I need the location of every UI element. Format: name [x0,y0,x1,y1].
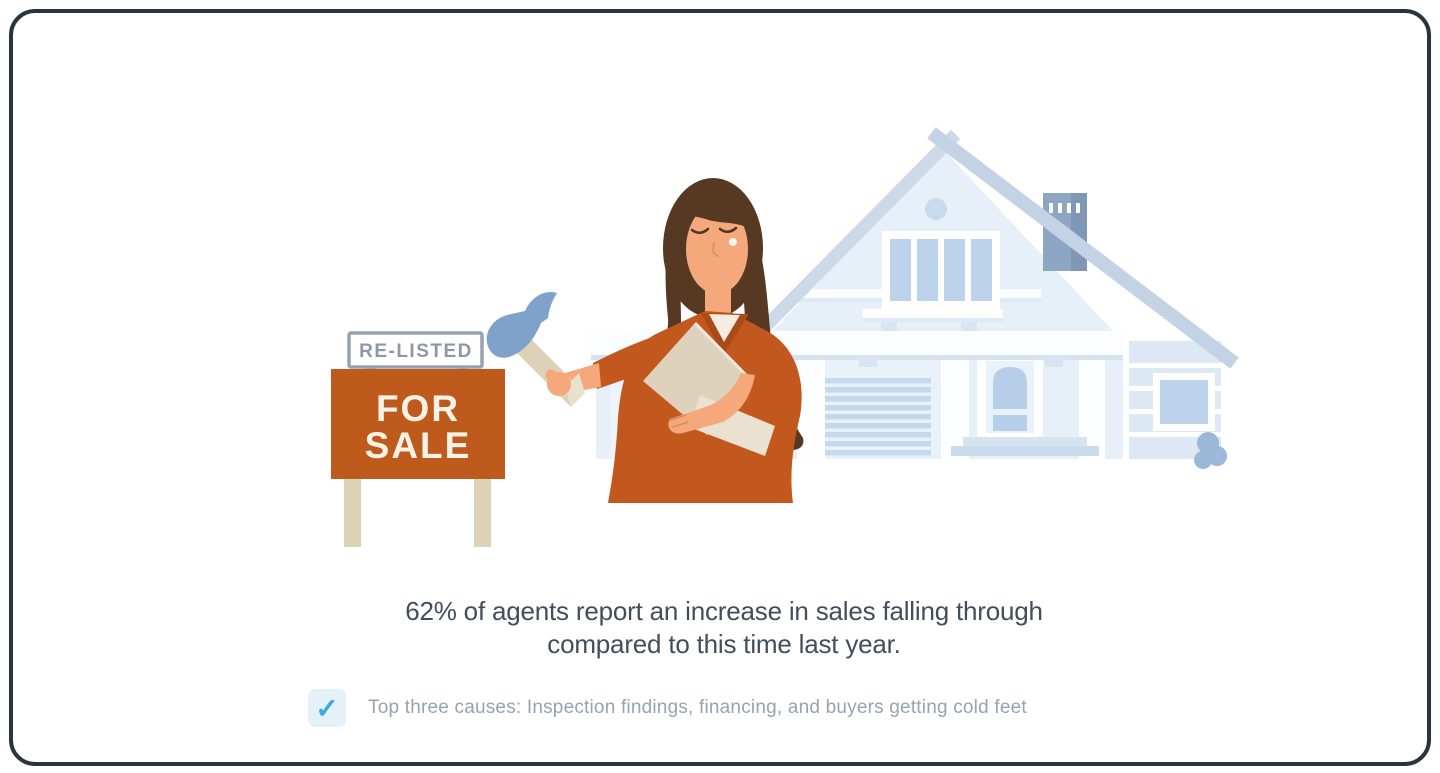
sign-line2: SALE [365,425,472,466]
gable-window [863,231,1003,331]
cause-row: ✓ Top three causes: Inspection findings,… [308,689,1027,727]
agent-illustration [486,178,804,503]
for-sale-sign: RE-LISTED FOR SALE [331,331,505,547]
re-listed-label: RE-LISTED [359,341,473,362]
bush [1194,432,1227,469]
sign-line1: FOR [376,388,460,429]
stat-line2: compared to this time last year. [547,629,901,659]
stat-line1: 62% of agents report an increase in sale… [405,596,1043,626]
slide-frame: RE-LISTED FOR SALE [9,9,1431,766]
face [686,204,748,294]
gable-vent [925,198,947,220]
illustration: RE-LISTED FOR SALE [331,127,1239,547]
sign-board [331,369,505,479]
check-icon: ✓ [308,689,346,727]
stat-text: 62% of agents report an increase in sale… [13,595,1427,661]
closed-eyes [690,227,710,234]
cause-text: Top three causes: Inspection findings, f… [368,697,1027,718]
re-listed-tag: RE-LISTED [347,331,484,369]
holding-arm [668,373,755,434]
earring [729,238,737,246]
garage-door [811,358,943,459]
